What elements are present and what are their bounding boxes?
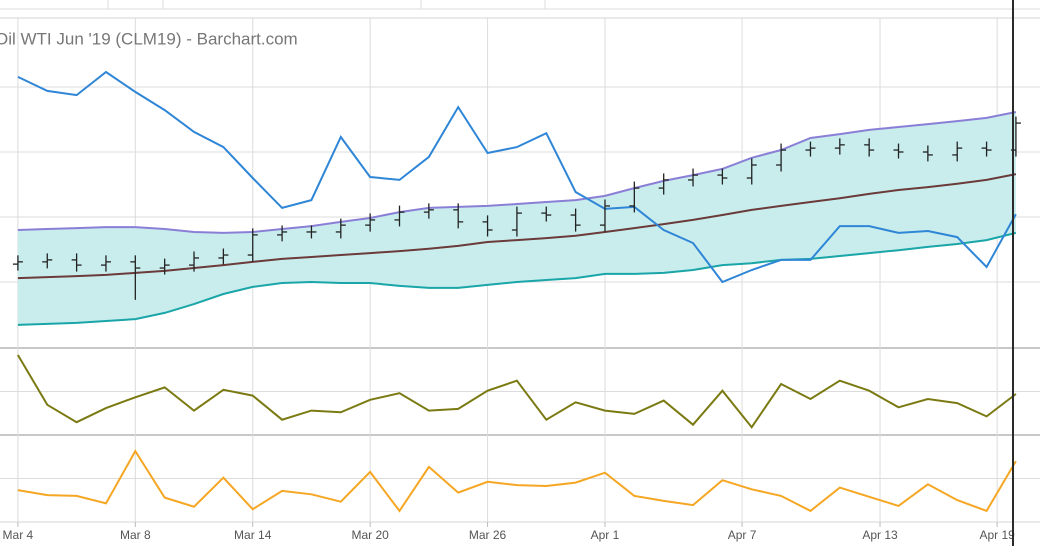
line-series (17, 231, 1017, 326)
line-series (17, 449, 1017, 513)
line-series (17, 354, 1017, 429)
line-series (17, 111, 1017, 234)
x-tick-label: Mar 8 (120, 528, 151, 542)
x-tick-label: Mar 26 (469, 528, 507, 542)
line-series (17, 70, 1017, 284)
x-tick-label: Mar 20 (351, 528, 389, 542)
plot: Mar 4 Mar 8 Mar 14 Mar 20 Mar 26 Apr 1 Apr 7 Ap… (0, 18, 1040, 542)
x-tick-label: Mar 4 (3, 528, 34, 542)
x-tick-label: Apr 7 (728, 528, 757, 542)
line-series (17, 173, 1017, 280)
chart-title: Oil WTI Jun '19 (CLM19) - Barchart.com (0, 29, 298, 48)
x-tick-label: Mar 14 (234, 528, 272, 542)
x-tick-label: Apr 19 (979, 528, 1015, 542)
x-tick-label: Apr 13 (862, 528, 898, 542)
x-tick-label: Apr 1 (591, 528, 620, 542)
